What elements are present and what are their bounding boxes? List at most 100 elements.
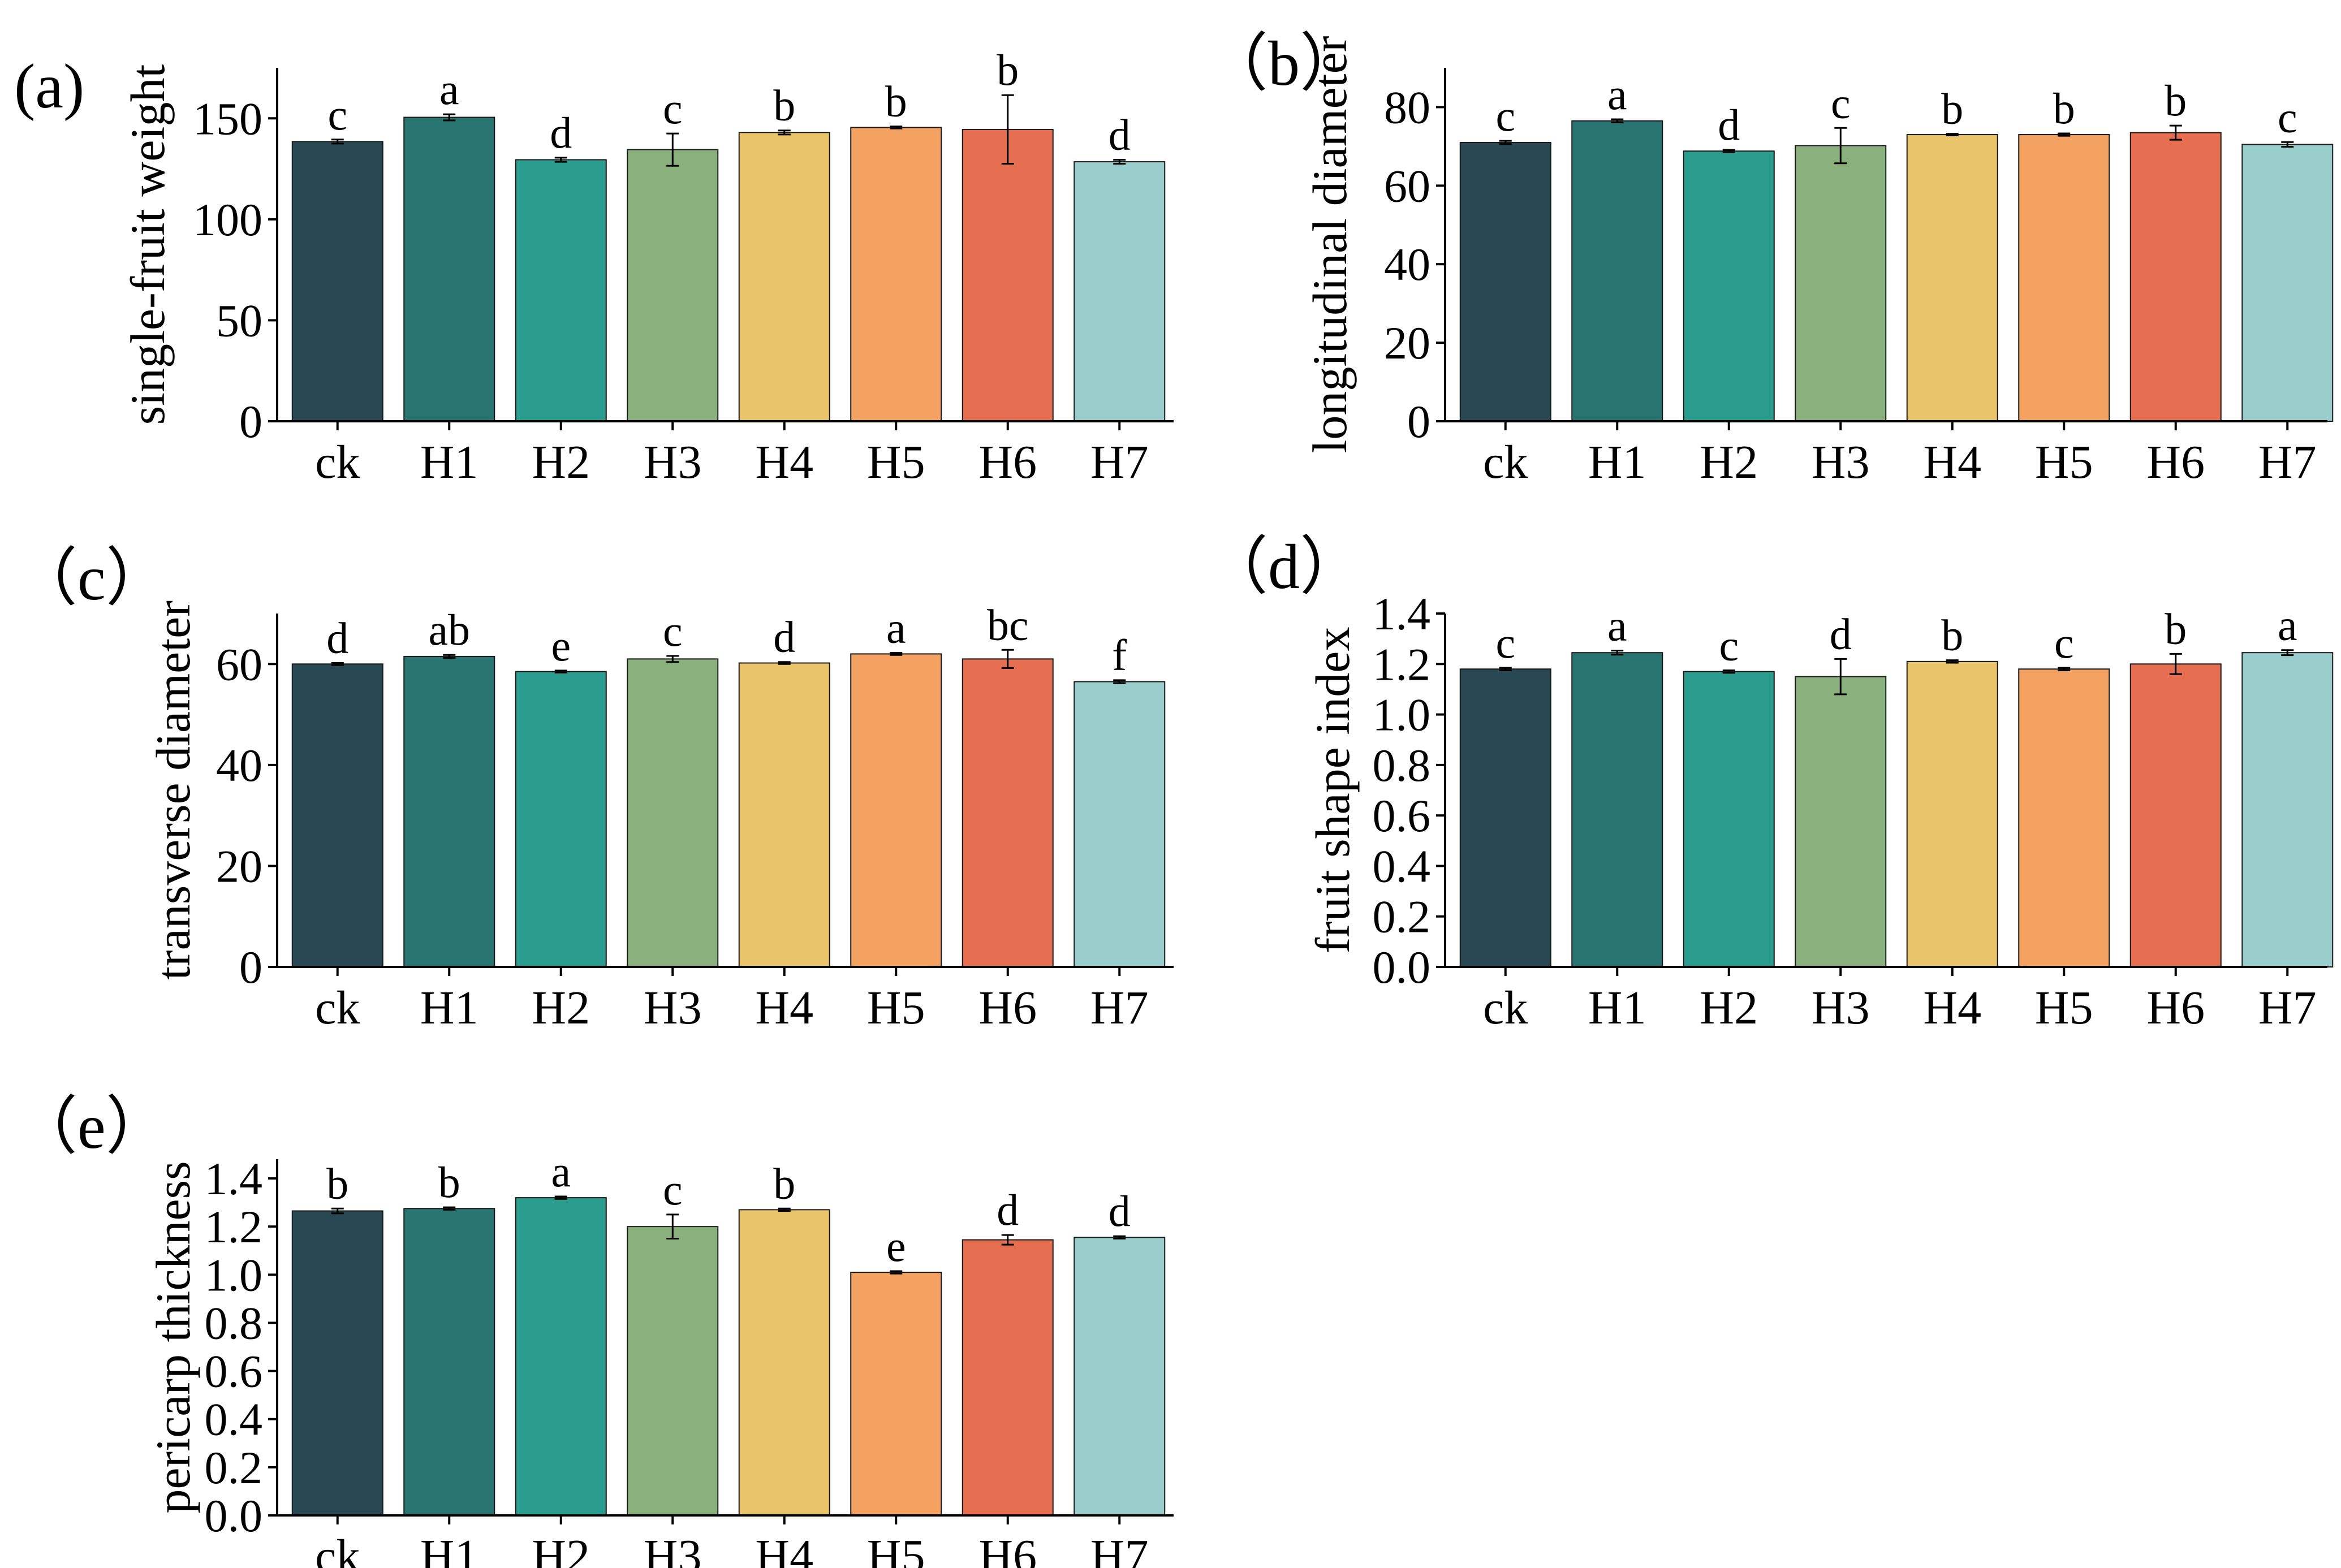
y-tick-label: 40: [216, 740, 262, 791]
significance-letter: e: [886, 1221, 906, 1271]
significance-letter: b: [1941, 611, 1963, 660]
bar-H6: [962, 1239, 1054, 1516]
y-axis-label: single-fruit weight: [120, 64, 175, 425]
significance-letter: a: [2278, 601, 2297, 650]
x-tick-label: H2: [532, 436, 590, 489]
y-tick-label: 0: [1407, 396, 1430, 447]
panel-5: （e）pericarp thickness b ck b H1 a H2 c H3 b H4 e H5 d…: [14, 1092, 1174, 1568]
x-tick-label: ck: [315, 1530, 360, 1568]
bar-H7: [1074, 161, 1166, 422]
y-tick-label: 60: [1384, 160, 1430, 211]
bar-H4: [1906, 134, 1998, 422]
panel-3: （c）transverse diameter d ck ab H1 e H2 c H3 d H4 a H…: [14, 543, 1174, 1034]
y-tick-label: 0.0: [205, 1490, 263, 1541]
significance-letter: b: [773, 81, 795, 130]
x-tick-label: H5: [867, 982, 925, 1034]
bar-H5: [850, 1272, 942, 1517]
panel-label: （c）: [14, 543, 169, 614]
y-tick-label: 150: [193, 93, 262, 144]
bar-ck: [291, 1210, 383, 1516]
y-tick-label: 0.2: [1373, 891, 1431, 943]
x-tick-label: H3: [644, 982, 702, 1034]
x-tick-label: H6: [2146, 982, 2205, 1034]
x-tick-label: H4: [1923, 436, 1981, 489]
y-tick-label: 50: [216, 295, 262, 346]
bar-H1: [403, 1208, 495, 1516]
x-tick-label: ck: [315, 436, 360, 489]
significance-letter: a: [886, 603, 906, 653]
significance-letter: c: [663, 1165, 683, 1214]
y-tick-label: 0.4: [1373, 840, 1431, 892]
y-tick-label: 1.4: [1373, 588, 1431, 640]
y-tick-label: 40: [1384, 239, 1430, 290]
y-tick-label: 0.6: [1373, 790, 1431, 841]
bar-H2: [1683, 150, 1775, 422]
x-tick-label: H5: [2035, 436, 2093, 489]
x-tick-label: H6: [978, 982, 1037, 1034]
bar-H3: [627, 1226, 719, 1517]
bar-ck: [291, 663, 383, 968]
significance-letter: b: [2165, 604, 2187, 653]
y-tick-label: 1.0: [205, 1249, 263, 1301]
significance-letter: b: [2165, 76, 2187, 125]
bar-H3: [1795, 676, 1887, 968]
bar-ck: [291, 141, 383, 422]
bar-H4: [1906, 660, 1998, 967]
y-tick-label: 0: [239, 396, 262, 447]
significance-letter: c: [1719, 620, 1739, 669]
x-tick-label: H5: [867, 1530, 925, 1568]
x-tick-label: H1: [1588, 982, 1646, 1034]
x-tick-label: H4: [755, 982, 813, 1034]
y-tick-label: 1.0: [1373, 689, 1431, 741]
significance-letter: d: [997, 1185, 1019, 1234]
x-tick-label: H2: [532, 1530, 590, 1568]
x-tick-label: H6: [978, 1530, 1037, 1568]
bar-H3: [627, 149, 719, 422]
significance-letter: d: [1109, 1186, 1131, 1236]
significance-letter: c: [1495, 618, 1515, 667]
bar-H3: [1795, 145, 1887, 422]
y-tick-label: 0.2: [205, 1442, 263, 1493]
significance-letter: d: [326, 614, 348, 663]
significance-letter: b: [773, 1159, 795, 1208]
bar-H1: [403, 655, 495, 967]
significance-letter: bc: [987, 600, 1029, 649]
x-tick-label: H3: [1812, 982, 1870, 1034]
bar-H2: [515, 671, 607, 967]
x-tick-label: H3: [644, 436, 702, 489]
x-tick-label: ck: [1483, 982, 1528, 1034]
significance-letter: d: [550, 108, 572, 157]
x-tick-label: ck: [315, 982, 360, 1034]
x-tick-label: H5: [2035, 982, 2093, 1034]
bar-H4: [738, 132, 830, 422]
bar-H2: [515, 1197, 607, 1517]
y-tick-label: 20: [1384, 317, 1430, 369]
bar-H6: [962, 658, 1054, 968]
significance-letter: b: [326, 1159, 348, 1208]
bar-H4: [738, 662, 830, 967]
significance-letter: a: [1607, 70, 1627, 119]
significance-letter: c: [2278, 92, 2297, 141]
bar-H4: [738, 1209, 830, 1516]
y-axis-label: pericarp thickness: [146, 1161, 200, 1513]
y-tick-label: 0.0: [1373, 941, 1431, 993]
y-axis-label: transverse diameter: [146, 601, 200, 980]
x-tick-label: H4: [1923, 982, 1981, 1034]
x-tick-label: H7: [1090, 1530, 1149, 1568]
bar-H1: [1571, 652, 1663, 967]
x-tick-label: H2: [532, 982, 590, 1034]
x-tick-label: H5: [867, 436, 925, 489]
significance-letter: b: [2053, 84, 2075, 133]
significance-letter: c: [1495, 91, 1515, 140]
bar-H5: [2018, 134, 2110, 422]
significance-letter: d: [773, 612, 795, 662]
bar-H5: [850, 653, 942, 967]
x-tick-label: H1: [420, 982, 478, 1034]
y-axis-label: longitudinal diameter: [1303, 36, 1357, 453]
significance-letter: d: [1109, 110, 1131, 159]
x-tick-label: H2: [1700, 436, 1758, 489]
x-tick-label: H7: [1090, 436, 1149, 489]
x-tick-label: H1: [420, 436, 478, 489]
x-tick-label: H6: [2146, 436, 2205, 489]
